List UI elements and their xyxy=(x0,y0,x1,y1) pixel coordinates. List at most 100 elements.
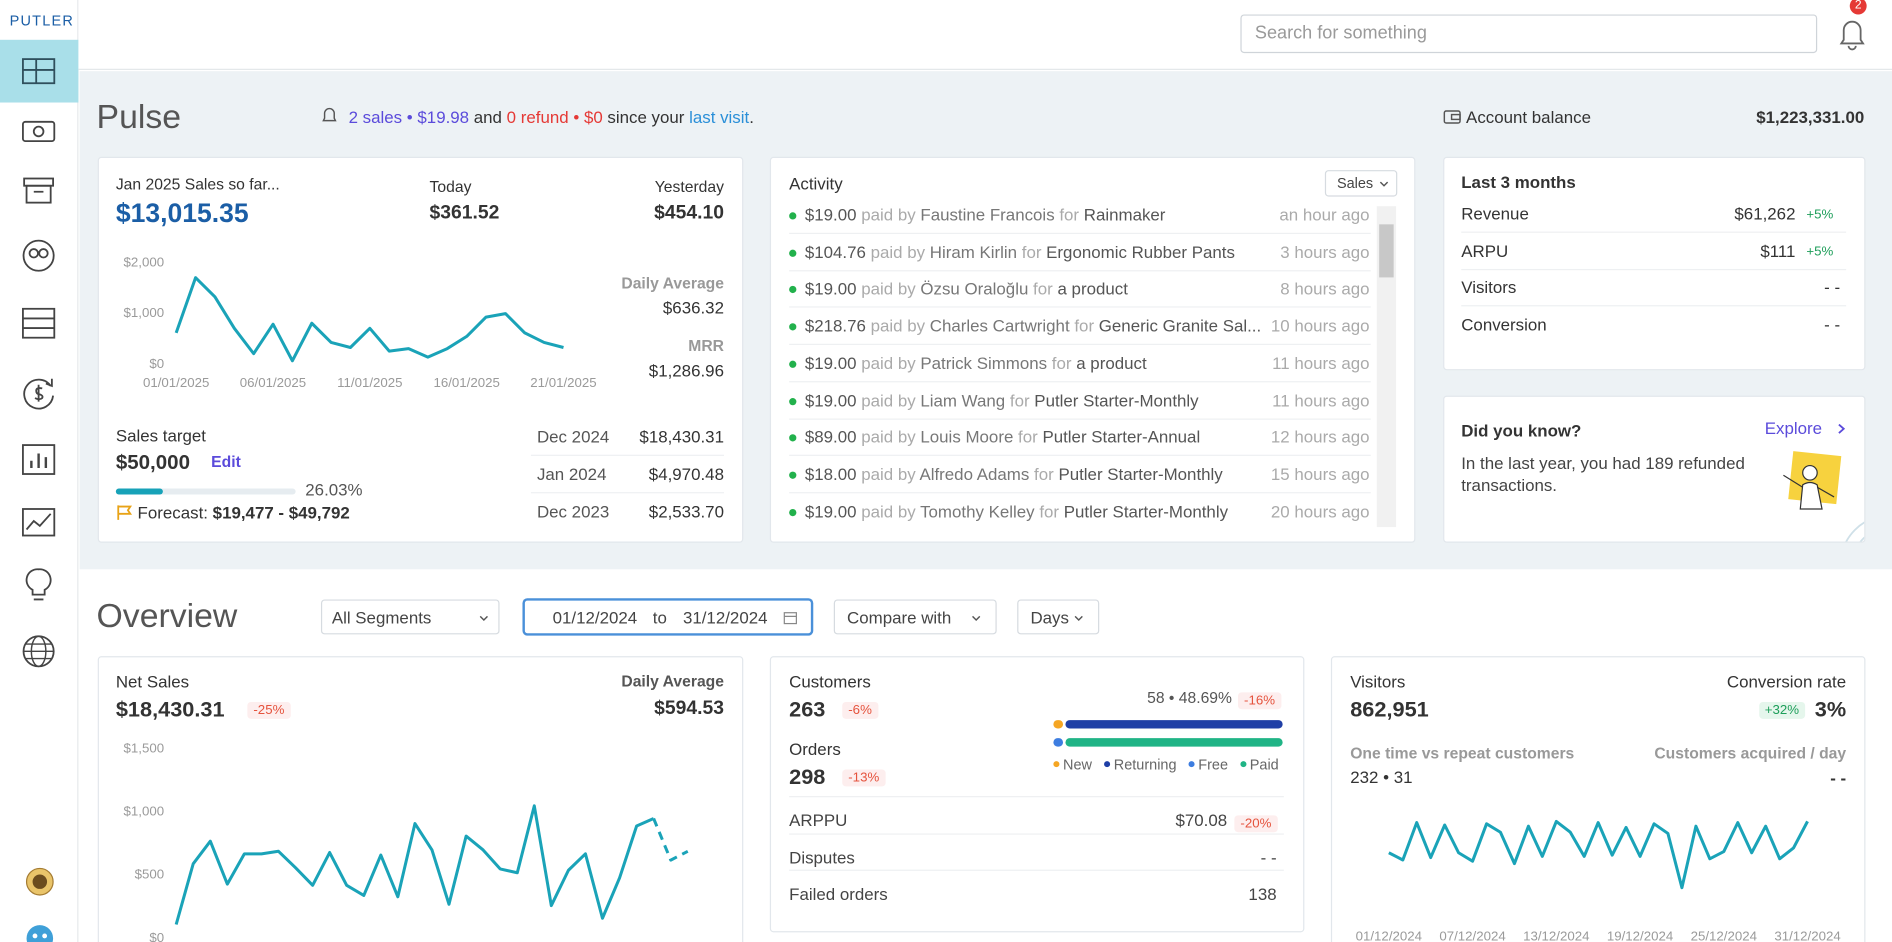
history-value: $4,970.48 xyxy=(648,464,724,484)
nav-transactions-icon[interactable] xyxy=(22,307,56,339)
nav-subscriptions-icon[interactable] xyxy=(22,376,56,410)
customer-split-change: -16% xyxy=(1238,692,1282,710)
metric-label: ARPU xyxy=(1461,240,1509,261)
forecast-label: Forecast: xyxy=(137,502,208,523)
status-dot xyxy=(789,249,797,257)
net-sales-change: -25% xyxy=(247,701,291,719)
row-divider xyxy=(789,417,1371,420)
brand[interactable]: PUTLER xyxy=(9,12,75,29)
history-value: $2,533.70 xyxy=(648,501,724,522)
overview-title: Overview xyxy=(96,597,238,635)
account-balance: $1,223,331.00 xyxy=(1756,107,1865,127)
status-dot xyxy=(789,360,797,368)
last-visit-link[interactable]: last visit xyxy=(689,107,750,127)
activity-paid-by: paid by xyxy=(870,242,926,262)
notification-badge[interactable]: 2 xyxy=(1849,0,1867,15)
activity-amount: $89.00 xyxy=(804,427,857,447)
metric-label: Revenue xyxy=(1461,203,1529,224)
last-3-months-card xyxy=(1443,156,1866,371)
nav-sales-icon[interactable] xyxy=(22,118,56,145)
metric-change: +5% xyxy=(1806,207,1834,222)
today-value: $361.52 xyxy=(429,202,500,224)
activity-row: $19.00 paid by Özsu Oraloğlu for a produ… xyxy=(805,279,1264,298)
explore-link[interactable]: Explore xyxy=(1764,418,1823,438)
activity-time: 8 hours ago xyxy=(1273,279,1370,299)
activity-for: for xyxy=(1039,501,1060,521)
search-box[interactable]: Search for something xyxy=(1240,14,1818,54)
activity-amount: $19.00 xyxy=(804,205,857,225)
status-dot xyxy=(789,323,797,331)
history-month: Jan 2024 xyxy=(536,464,607,484)
activity-amount: $19.00 xyxy=(804,279,857,299)
status-dot xyxy=(789,508,797,516)
granularity-select[interactable]: Days xyxy=(1017,599,1100,635)
bar-segment xyxy=(1053,720,1063,729)
date-range[interactable]: 01/12/2024 to 31/12/2024 xyxy=(523,599,813,635)
activity-filter-label: Sales xyxy=(1336,174,1374,192)
nav-dashboard-icon[interactable] xyxy=(22,57,56,86)
bell-icon xyxy=(322,107,337,122)
flag-icon xyxy=(117,505,133,520)
account-avatar[interactable] xyxy=(25,867,54,896)
acquired-label: Customers acquired / day xyxy=(1654,744,1847,763)
chevron xyxy=(1074,615,1083,621)
metric-value: - - xyxy=(1824,314,1841,335)
metric-value: $111 xyxy=(1760,240,1796,261)
activity-time: an hour ago xyxy=(1272,205,1370,225)
compare-select[interactable]: Compare with xyxy=(833,599,997,635)
activity-customer: Hiram Kirlin xyxy=(929,242,1018,262)
metric-label: Disputes xyxy=(789,847,855,867)
help-avatar[interactable] xyxy=(25,924,54,942)
conversion-value: 3% xyxy=(1814,697,1847,722)
granularity-label: Days xyxy=(1030,607,1069,628)
bar-segment xyxy=(1064,720,1283,729)
activity-row: $19.00 paid by Tomothy Kelley for Putler… xyxy=(805,501,1264,520)
activity-product: Ergonomic Rubber Pants xyxy=(1046,242,1235,262)
metric-label: ARPPU xyxy=(789,810,848,830)
row-divider xyxy=(789,269,1371,272)
nav-ideas-icon[interactable] xyxy=(22,567,56,603)
customer-split: 58 • 48.69% xyxy=(1147,688,1232,707)
activity-time: 11 hours ago xyxy=(1264,390,1370,410)
legend-label: Returning xyxy=(1113,756,1177,774)
activity-product: Rainmaker xyxy=(1083,205,1166,225)
metric-change: -20% xyxy=(1234,815,1278,833)
activity-amount: $19.00 xyxy=(804,353,857,373)
activity-product: a product xyxy=(1057,279,1128,299)
legend-label: Paid xyxy=(1249,756,1279,774)
date-from: 01/12/2024 xyxy=(552,607,638,628)
scrollbar-thumb[interactable] xyxy=(1379,224,1394,278)
nav-customers-icon[interactable] xyxy=(22,239,56,273)
nav-products-icon[interactable] xyxy=(22,176,56,205)
segment-select[interactable]: All Segments xyxy=(320,599,500,635)
edit-target[interactable]: Edit xyxy=(211,452,241,471)
activity-time: 12 hours ago xyxy=(1263,427,1370,447)
row-divider xyxy=(789,491,1371,494)
activity-row: $19.00 paid by Faustine Francois for Rai… xyxy=(805,205,1264,224)
customers-label: Customers xyxy=(789,671,871,692)
compare-label: Compare with xyxy=(847,607,952,628)
summary-text: since your xyxy=(607,107,685,127)
activity-filter[interactable]: Sales xyxy=(1324,170,1398,197)
nav-global-icon[interactable] xyxy=(22,634,56,668)
net-daily-average: $594.53 xyxy=(654,698,724,719)
activity-row: $18.00 paid by Alfredo Adams for Putler … xyxy=(805,464,1264,483)
metric-label: Conversion xyxy=(1461,314,1547,335)
account-balance-label: Account balance xyxy=(1466,107,1591,127)
activity-for: for xyxy=(1074,316,1095,336)
summary-text: . xyxy=(749,107,754,127)
status-dot xyxy=(789,471,797,479)
nav-insights-icon[interactable] xyxy=(22,508,56,537)
scrollbar[interactable] xyxy=(1376,206,1397,528)
activity-for: for xyxy=(1009,390,1030,410)
activity-customer: Patrick Simmons xyxy=(920,353,1048,373)
activity-for: for xyxy=(1059,205,1080,225)
notifications-bell[interactable] xyxy=(1838,18,1867,52)
active-nav[interactable] xyxy=(0,39,79,103)
row-divider xyxy=(789,380,1371,383)
visit-summary: 2 sales • $19.98 and 0 refund • $0 since… xyxy=(321,107,754,127)
nav-reports-icon[interactable] xyxy=(22,444,56,475)
calendar-icon xyxy=(783,612,797,625)
